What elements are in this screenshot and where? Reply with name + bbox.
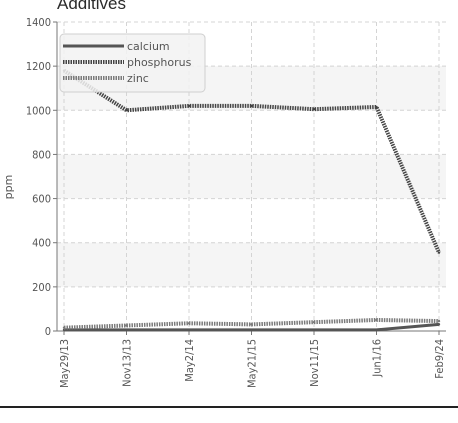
- y-tick-label: 400: [32, 237, 51, 250]
- data-point-phosphorus: [250, 104, 253, 108]
- data-point-phosphorus: [437, 251, 441, 254]
- chart-title: Additives: [57, 0, 126, 13]
- legend-label-calcium: calcium: [127, 40, 170, 53]
- bottom-rule: [0, 406, 458, 408]
- data-point-calcium: [187, 328, 191, 332]
- y-tick-label: 800: [32, 148, 51, 161]
- x-tick-label: Nov13/13: [121, 339, 134, 387]
- x-tick-label: May21/15: [246, 339, 259, 388]
- x-tick-labels: May29/13 Nov13/13 May2/14 May21/15 Nov11/15 J…: [58, 331, 446, 388]
- x-tick-label: Feb9/24: [433, 339, 446, 379]
- data-point-zinc: [312, 320, 316, 324]
- data-point-zinc: [125, 324, 128, 327]
- y-tick-label: 1400: [26, 16, 51, 29]
- x-tick-label: May29/13: [58, 339, 71, 388]
- data-point-zinc: [62, 326, 66, 329]
- y-tick-label: 200: [32, 281, 51, 294]
- y-tick-label: 0: [45, 325, 51, 338]
- data-point-zinc: [437, 319, 441, 323]
- data-point-zinc: [250, 323, 253, 326]
- x-tick-label: May2/14: [183, 339, 196, 382]
- data-point-phosphorus: [375, 105, 378, 109]
- data-point-phosphorus: [312, 107, 316, 111]
- gridlines: [57, 21, 446, 332]
- series-lines: [62, 68, 441, 332]
- data-point-phosphorus: [187, 104, 191, 108]
- plot-band: [57, 242, 446, 287]
- data-point-zinc: [187, 322, 191, 325]
- data-point-zinc: [375, 318, 378, 322]
- data-point-calcium: [312, 328, 316, 332]
- y-tick-label: 1200: [26, 60, 51, 73]
- data-point-calcium: [125, 328, 128, 332]
- legend: calcium phosphorus zinc: [59, 33, 206, 93]
- data-point-calcium: [437, 323, 441, 326]
- x-tick-label: Jun1/16: [371, 339, 384, 378]
- data-point-phosphorus: [125, 109, 128, 112]
- y-tick-label: 600: [32, 193, 51, 206]
- data-point-calcium: [250, 328, 253, 332]
- y-tick-label: 1000: [26, 104, 51, 117]
- legend-label-zinc: zinc: [127, 72, 149, 85]
- legend-label-phosphorus: phosphorus: [127, 56, 192, 69]
- y-axis-label: ppm: [2, 175, 15, 200]
- y-tick-labels: 0 200 400 600 800 1000 1200 1400: [26, 16, 57, 338]
- data-point-calcium: [375, 328, 378, 332]
- x-tick-label: Nov11/15: [308, 339, 321, 387]
